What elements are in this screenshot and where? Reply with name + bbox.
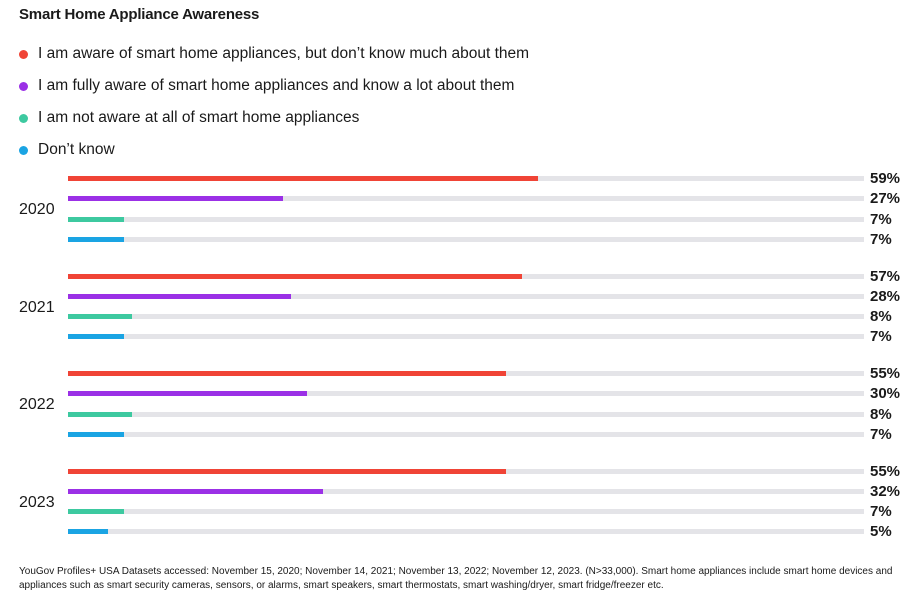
legend-dot-icon bbox=[19, 81, 28, 91]
value-label: 7% bbox=[870, 210, 892, 228]
bar bbox=[68, 529, 108, 535]
bar bbox=[68, 273, 522, 279]
bar bbox=[68, 176, 538, 181]
bar bbox=[68, 488, 323, 494]
bar-track bbox=[68, 509, 864, 515]
value-label: 28% bbox=[870, 287, 901, 305]
legend-item: I am not aware at all of smart home appl… bbox=[19, 102, 529, 134]
legend-item: I am aware of smart home appliances, but… bbox=[19, 38, 529, 70]
bar bbox=[68, 371, 506, 376]
bar-track bbox=[68, 411, 864, 417]
bar-track bbox=[68, 334, 864, 340]
bar-track bbox=[68, 273, 864, 279]
value-label: 27% bbox=[870, 190, 901, 208]
bar-track bbox=[68, 468, 864, 474]
bar bbox=[68, 431, 124, 437]
bar-track bbox=[68, 216, 864, 222]
bar bbox=[68, 468, 506, 474]
bar bbox=[68, 411, 132, 417]
legend-dot-icon bbox=[19, 113, 28, 123]
bar-track bbox=[68, 293, 864, 299]
footnote: YouGov Profiles+ USA Datasets accessed: … bbox=[19, 566, 893, 591]
year-label: 2021 bbox=[19, 298, 55, 316]
value-label: 7% bbox=[870, 503, 892, 521]
bar bbox=[68, 509, 124, 515]
bar-track bbox=[68, 196, 864, 202]
bar-track bbox=[68, 176, 864, 181]
bar bbox=[68, 391, 307, 397]
value-label: 57% bbox=[870, 267, 901, 285]
year-label: 2022 bbox=[19, 396, 55, 413]
bar-track bbox=[68, 488, 864, 494]
bar-track bbox=[68, 391, 864, 397]
value-label: 55% bbox=[870, 462, 901, 480]
bar bbox=[68, 293, 291, 299]
value-label: 7% bbox=[870, 425, 892, 443]
chart-title: Smart Home Appliance Awareness bbox=[19, 6, 260, 23]
bar bbox=[68, 196, 283, 202]
bar-track bbox=[68, 529, 864, 535]
bar-track bbox=[68, 314, 864, 320]
value-label: 59% bbox=[870, 170, 901, 187]
value-label: 55% bbox=[870, 365, 901, 382]
bar bbox=[68, 334, 124, 340]
bar bbox=[68, 216, 124, 222]
bar-track bbox=[68, 371, 864, 376]
value-label: 8% bbox=[870, 308, 892, 326]
value-label: 7% bbox=[870, 328, 892, 346]
legend-label: I am not aware at all of smart home appl… bbox=[38, 109, 360, 126]
bar-track bbox=[68, 236, 864, 242]
bar bbox=[68, 314, 132, 320]
legend-dot-icon bbox=[19, 49, 28, 59]
value-label: 30% bbox=[870, 385, 901, 403]
value-label: 7% bbox=[870, 230, 892, 248]
legend-item: Don’t know bbox=[19, 134, 529, 166]
value-label: 5% bbox=[870, 523, 892, 541]
legend-dot-icon bbox=[19, 145, 28, 155]
legend-label: I am aware of smart home appliances, but… bbox=[38, 45, 530, 62]
year-label: 2020 bbox=[19, 201, 55, 218]
value-label: 8% bbox=[870, 405, 892, 423]
year-label: 2023 bbox=[19, 493, 55, 511]
bar bbox=[68, 236, 124, 242]
legend-item: I am fully aware of smart home appliance… bbox=[19, 70, 529, 102]
legend: I am aware of smart home appliances, but… bbox=[19, 38, 529, 166]
value-label: 32% bbox=[870, 482, 901, 500]
bar-track bbox=[68, 431, 864, 437]
legend-label: Don’t know bbox=[38, 141, 115, 158]
legend-label: I am fully aware of smart home appliance… bbox=[38, 77, 515, 94]
